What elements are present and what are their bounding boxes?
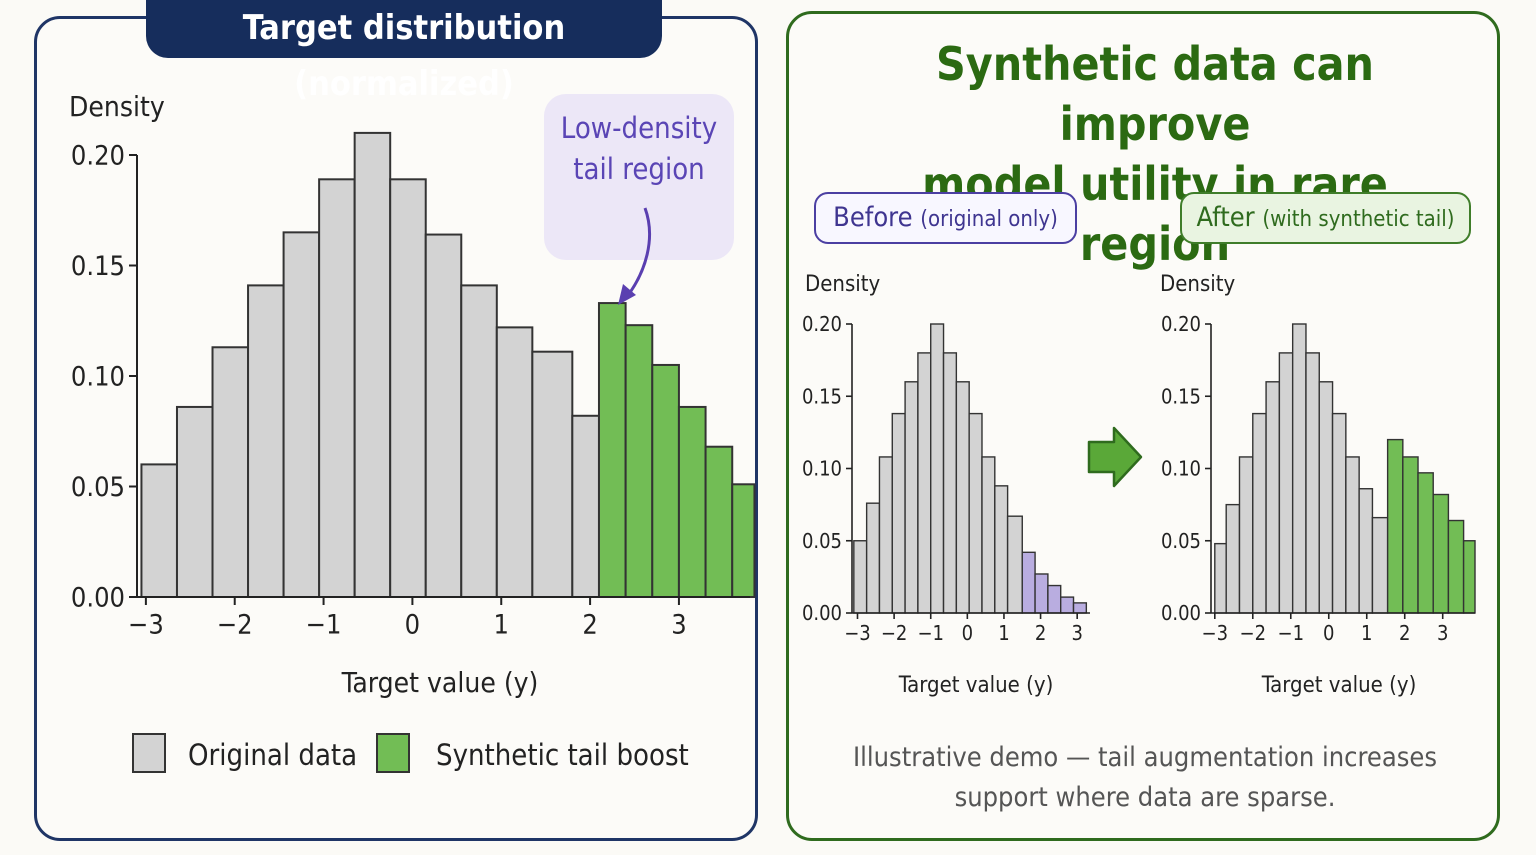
main-xtick-label-0: −3	[128, 609, 164, 640]
after-bar-original-4	[1265, 381, 1281, 614]
main-xtick-label-3: 0	[405, 609, 420, 640]
after-ytick-label-1: 0.05	[1161, 529, 1201, 553]
legend-swatch-original	[132, 733, 166, 773]
before-xtick-label-6: 3	[1071, 621, 1082, 645]
after-bar-synthetic-3	[1432, 493, 1450, 614]
after-bar-synthetic-4	[1447, 519, 1465, 614]
after-xtick-label-3: 0	[1323, 621, 1334, 645]
after-bar-original-2	[1238, 456, 1254, 614]
after-xtick-label-6: 3	[1437, 621, 1448, 645]
after-bar-original-3	[1252, 412, 1267, 614]
before-x-axis-label: Target value (y)	[898, 673, 1054, 698]
before-label: Before (original only)	[814, 192, 1077, 244]
before-xtick-label-3: 0	[962, 621, 973, 645]
after-bar-original-0	[1214, 542, 1227, 614]
after-bar-original-5	[1278, 352, 1294, 614]
main-y-axis-label: Density	[69, 90, 165, 123]
after-ytick-label-4: 0.20	[1161, 312, 1201, 336]
before-ytick-label-3: 0.15	[802, 384, 842, 408]
after-ytick-label-0: 0.00	[1161, 601, 1201, 625]
after-ytick-label-2: 0.10	[1161, 457, 1201, 481]
callout-line-2: tail region	[573, 152, 705, 186]
before-ytick-label-0: 0.00	[802, 601, 842, 625]
caption-line-2: support where data are sparse.	[954, 782, 1336, 813]
before-label-sub: (original only)	[920, 207, 1058, 232]
main-xtick-label-1: −2	[217, 609, 253, 640]
after-label: After (with synthetic tail)	[1180, 192, 1471, 244]
main-bar-original-7	[389, 178, 427, 598]
main-ytick-label-3: 0.15	[71, 251, 125, 282]
after-xtick-label-0: −3	[1202, 621, 1229, 645]
before-xtick-label-1: −2	[881, 621, 908, 645]
after-bar-synthetic-0	[1386, 438, 1404, 614]
main-ytick-label-2: 0.10	[71, 362, 125, 393]
before-xtick-label-5: 2	[1035, 621, 1046, 645]
main-ytick-label-1: 0.05	[71, 472, 125, 503]
main-xtick-label-5: 2	[582, 609, 597, 640]
main-bar-synthetic-2	[651, 363, 680, 599]
after-bar-original-1	[1225, 503, 1241, 614]
after-bar-synthetic-2	[1417, 472, 1434, 614]
after-bar-original-12	[1371, 516, 1389, 614]
after-label-main: After	[1196, 202, 1255, 233]
after-bar-synthetic-1	[1402, 456, 1419, 614]
before-xtick-label-4: 1	[998, 621, 1009, 645]
after-bar-original-11	[1358, 488, 1374, 614]
before-label-main: Before	[833, 202, 913, 233]
main-bar-synthetic-1	[624, 324, 654, 598]
left-panel-title: Target distribution (normalized)	[146, 0, 662, 104]
main-xtick-label-4: 1	[494, 609, 509, 640]
after-bar-original-6	[1291, 323, 1307, 614]
after-y-axis-label: Density	[1160, 272, 1236, 297]
main-xtick-label-6: 3	[671, 609, 686, 640]
after-ytick-label-3: 0.15	[1161, 384, 1201, 408]
main-bar-original-5	[318, 178, 356, 598]
legend-swatch-synthetic	[376, 733, 410, 773]
main-ytick-label-4: 0.20	[71, 141, 125, 172]
after-bar-synthetic-5	[1462, 540, 1476, 614]
after-bar-original-10	[1345, 456, 1360, 614]
main-x-axis-label: Target value (y)	[341, 666, 539, 699]
main-bar-original-11	[531, 350, 574, 598]
legend-label-original: Original data	[188, 738, 358, 772]
after-bar-original-7	[1305, 352, 1320, 614]
main-ytick-label-0: 0.00	[71, 583, 125, 614]
main-bar-original-9	[460, 284, 498, 598]
before-ytick-label-1: 0.05	[802, 529, 842, 553]
before-ytick-label-2: 0.10	[802, 457, 842, 481]
before-xtick-label-2: −1	[917, 621, 944, 645]
after-label-sub: (with synthetic tail)	[1262, 207, 1455, 232]
after-xtick-label-5: 2	[1399, 621, 1410, 645]
callout-line-1: Low-density	[560, 111, 718, 145]
after-xtick-label-1: −2	[1240, 621, 1267, 645]
after-bar-original-9	[1331, 412, 1347, 614]
after-xtick-label-4: 1	[1361, 621, 1372, 645]
before-y-axis-label: Density	[805, 272, 881, 297]
legend-label-synthetic: Synthetic tail boost	[436, 738, 689, 772]
main-bar-synthetic-3	[677, 405, 707, 598]
before-ytick-label-4: 0.20	[802, 312, 842, 336]
caption: Illustrative demo — tail augmentation in…	[820, 738, 1470, 818]
after-x-axis-label: Target value (y)	[1261, 673, 1417, 698]
before-xtick-label-0: −3	[844, 621, 871, 645]
right-title-line-1: Synthetic data can improve	[935, 37, 1375, 151]
caption-line-1: Illustrative demo — tail augmentation in…	[853, 742, 1437, 773]
main-xtick-label-2: −1	[306, 609, 342, 640]
after-bar-original-8	[1318, 381, 1334, 614]
after-xtick-label-2: −1	[1278, 621, 1305, 645]
